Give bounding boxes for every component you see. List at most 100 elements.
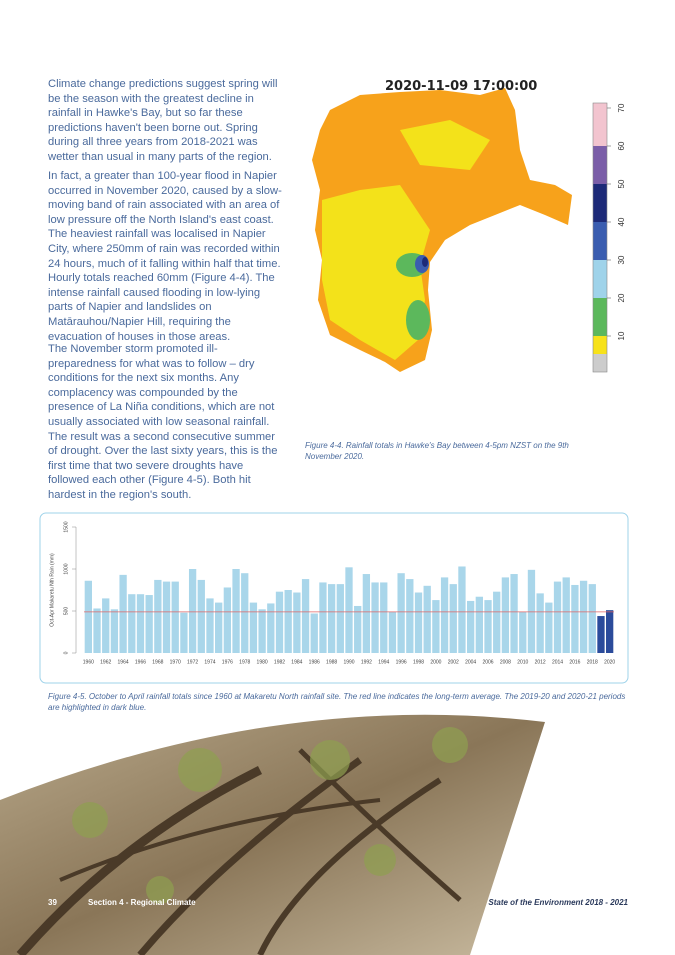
bar xyxy=(588,584,596,653)
x-tick-label: 2014 xyxy=(552,659,563,665)
map-zone xyxy=(322,185,430,360)
y-tick-label: 500 xyxy=(63,607,69,616)
bar xyxy=(241,573,249,653)
bar xyxy=(501,577,510,653)
y-axis-label: Oct-Apr Makaretu Nth Rain (mm) xyxy=(49,553,55,627)
map-zone xyxy=(422,257,428,267)
bar xyxy=(154,579,162,653)
bar xyxy=(197,579,205,653)
x-tick-label: 2006 xyxy=(482,659,493,665)
bar xyxy=(301,579,310,653)
x-tick-label: 1962 xyxy=(100,659,111,665)
colorbar-label: 40 xyxy=(617,217,626,226)
x-tick-label: 2020 xyxy=(604,659,615,665)
x-tick-label: 1974 xyxy=(204,659,215,665)
map-zone xyxy=(400,120,490,170)
y-tick-label: 1500 xyxy=(63,521,69,532)
x-tick-label: 1988 xyxy=(326,659,337,665)
map-title: 2020-11-09 17:00:00 xyxy=(385,79,538,94)
bar xyxy=(597,616,605,653)
bar xyxy=(136,594,145,653)
section-name: Section 4 - Regional Climate xyxy=(88,898,196,907)
colorbar-label: 60 xyxy=(617,141,626,150)
bar xyxy=(545,602,553,653)
paragraph: In fact, a greater than 100-year flood i… xyxy=(48,170,282,343)
x-tick-label: 1970 xyxy=(170,659,181,665)
bar xyxy=(362,574,371,653)
bar xyxy=(267,603,275,653)
x-tick-label: 2008 xyxy=(500,659,511,665)
bar xyxy=(223,587,232,653)
bar xyxy=(206,598,214,653)
page-number: 39 xyxy=(48,898,57,907)
bar xyxy=(484,600,492,653)
bar xyxy=(423,585,431,653)
bar xyxy=(110,609,119,653)
x-tick-label: 1978 xyxy=(239,659,250,665)
colorbar-label: 30 xyxy=(617,255,626,264)
bar xyxy=(232,569,240,653)
chart-caption: Figure 4-5. October to April rainfall to… xyxy=(48,692,626,712)
bar xyxy=(93,608,101,653)
bar xyxy=(510,574,518,653)
colorbar xyxy=(592,102,608,373)
x-tick-label: 1992 xyxy=(361,659,372,665)
x-tick-label: 2000 xyxy=(430,659,441,665)
bar xyxy=(145,595,153,653)
bar xyxy=(571,584,579,653)
colorbar-label: 20 xyxy=(617,293,626,302)
x-tick-label: 2018 xyxy=(587,659,598,665)
bar xyxy=(84,580,92,653)
bar xyxy=(275,591,284,653)
tree-photo xyxy=(0,714,545,955)
bar xyxy=(466,600,475,653)
x-tick-label: 2016 xyxy=(569,659,580,665)
bar xyxy=(119,574,127,653)
bar xyxy=(406,579,414,653)
bar xyxy=(493,591,501,653)
bar xyxy=(319,582,327,653)
bar xyxy=(293,592,301,653)
bar xyxy=(579,580,588,653)
bar xyxy=(414,592,423,653)
x-tick-label: 1986 xyxy=(309,659,320,665)
x-tick-label: 1972 xyxy=(187,659,198,665)
x-tick-label: 2004 xyxy=(465,659,476,665)
colorbar-label: 50 xyxy=(617,179,626,188)
x-tick-label: 2010 xyxy=(517,659,528,665)
bar xyxy=(310,613,318,653)
bar xyxy=(215,602,223,653)
bar xyxy=(397,573,405,653)
bar xyxy=(327,584,336,653)
y-tick-label: 0 xyxy=(63,651,69,654)
x-tick-label: 1980 xyxy=(257,659,268,665)
bar xyxy=(354,605,362,653)
bar xyxy=(519,611,527,653)
colorbar-label: 70 xyxy=(617,103,626,112)
bar xyxy=(380,582,388,653)
bar xyxy=(180,612,188,653)
x-tick-label: 2002 xyxy=(448,659,459,665)
bar xyxy=(258,609,266,653)
bar xyxy=(475,596,483,653)
x-tick-label: 1998 xyxy=(413,659,424,665)
bar xyxy=(440,577,449,653)
bar xyxy=(162,581,171,653)
bar xyxy=(606,610,614,653)
leaves xyxy=(72,727,468,904)
x-tick-label: 1968 xyxy=(152,659,163,665)
bar xyxy=(432,600,440,653)
map-caption: Figure 4-4. Rainfall totals in Hawke's B… xyxy=(305,441,569,461)
x-tick-label: 1994 xyxy=(378,659,389,665)
x-tick-label: 2012 xyxy=(535,659,546,665)
bar xyxy=(388,611,397,653)
x-tick-label: 1976 xyxy=(222,659,233,665)
bar xyxy=(449,584,457,653)
bar xyxy=(102,598,110,653)
bar xyxy=(553,581,562,653)
bar xyxy=(188,569,197,653)
x-tick-label: 1984 xyxy=(291,659,302,665)
x-tick-label: 1982 xyxy=(274,659,285,665)
bar xyxy=(249,602,258,653)
